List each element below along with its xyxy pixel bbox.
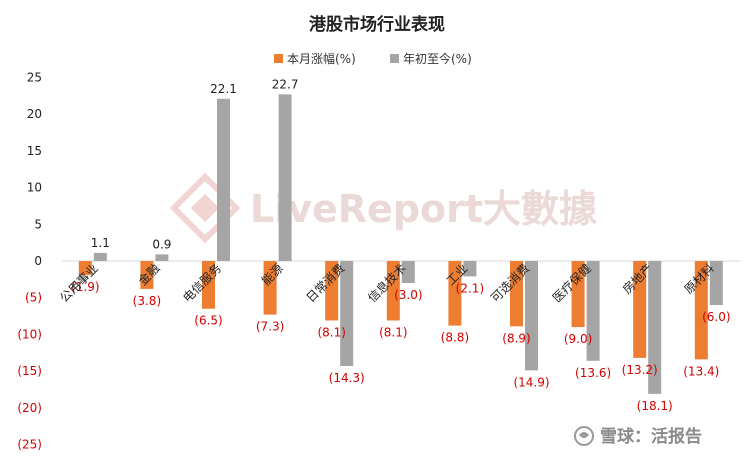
data-label: (6.5)	[194, 314, 222, 328]
legend-swatch-ytd	[390, 54, 399, 63]
bar-ytd	[217, 98, 230, 261]
bar-ytd	[93, 252, 107, 261]
bar-monthly	[571, 261, 585, 328]
y-axis: 25 20 15 10 5 0 (5) (10) (15) (20) (25)	[17, 71, 42, 452]
bar-ytd	[709, 261, 723, 306]
bar-monthly	[263, 261, 277, 315]
bar-monthly	[694, 261, 708, 360]
data-labels: (1.9) 1.1 (3.8) 0.9 (6.5) 22.1 (7.3) 22.7 (8.1) (…	[71, 77, 730, 412]
legend: 本月涨幅(%) 年初至今(%)	[274, 51, 472, 66]
data-label: 0.9	[152, 237, 171, 251]
bar-monthly	[325, 261, 339, 321]
bar-ytd	[648, 261, 662, 394]
data-label: (3.0)	[394, 288, 422, 302]
data-label: (14.9)	[513, 375, 549, 389]
bar-ytd	[340, 261, 354, 366]
data-label: (8.9)	[502, 331, 530, 345]
legend-swatch-monthly	[274, 54, 283, 63]
bar-monthly	[633, 261, 647, 358]
y-tick-label: (5)	[25, 291, 42, 305]
data-label: (7.3)	[256, 320, 284, 334]
data-label: 1.1	[91, 236, 110, 250]
data-label: (9.0)	[564, 332, 592, 346]
footer: 雪球：活报告	[574, 426, 702, 447]
data-label: (8.8)	[441, 331, 469, 345]
y-tick-label: 15	[27, 144, 42, 158]
data-label: (3.8)	[133, 294, 161, 308]
bar-monthly	[202, 261, 215, 309]
y-tick-label: 20	[27, 107, 42, 121]
data-label: 22.1	[210, 82, 237, 96]
data-label: (13.4)	[683, 364, 719, 378]
y-tick-label: (25)	[17, 438, 42, 452]
bar-monthly	[448, 261, 462, 326]
data-label: (8.1)	[379, 325, 407, 339]
bar-monthly	[510, 261, 523, 327]
legend-label-monthly: 本月涨幅(%)	[287, 51, 356, 66]
data-label: (14.3)	[329, 371, 365, 385]
category-label: 能源	[259, 261, 286, 288]
data-label: 22.7	[272, 77, 299, 91]
bar-ytd	[278, 94, 292, 261]
bar-monthly	[140, 261, 154, 289]
bars	[78, 94, 723, 394]
bar-ytd	[401, 261, 415, 284]
y-tick-label: (10)	[17, 327, 42, 341]
y-tick-label: 5	[34, 217, 42, 231]
watermark: LiveReport大數據	[169, 172, 598, 244]
chart-title: 港股市场行业表现	[309, 14, 445, 35]
snowball-icon	[574, 426, 594, 446]
data-label: (1.9)	[71, 280, 99, 294]
y-tick-label: 25	[27, 71, 42, 85]
data-label: (2.1)	[456, 281, 484, 295]
data-label: (6.0)	[702, 310, 730, 324]
bar-monthly	[78, 261, 92, 275]
footer-text: 雪球：活报告	[600, 426, 702, 447]
legend-label-ytd: 年初至今(%)	[403, 51, 472, 66]
y-tick-label: 10	[27, 181, 42, 195]
bar-ytd	[586, 261, 600, 361]
data-label: (18.1)	[637, 399, 673, 413]
category-label: 金融	[135, 261, 163, 289]
data-label: (8.1)	[317, 325, 345, 339]
bar-ytd	[525, 261, 538, 371]
bar-ytd	[155, 254, 169, 261]
category-label: 电信服务	[180, 261, 225, 306]
watermark-text: LiveReport大數據	[250, 187, 598, 231]
bar-ytd	[463, 261, 477, 277]
data-label: (13.6)	[575, 366, 611, 380]
y-tick-label: (20)	[17, 401, 42, 415]
bar-monthly	[386, 261, 400, 321]
data-label: (13.2)	[622, 363, 658, 377]
y-tick-label: 0	[34, 254, 42, 268]
y-tick-label: (15)	[17, 364, 42, 378]
